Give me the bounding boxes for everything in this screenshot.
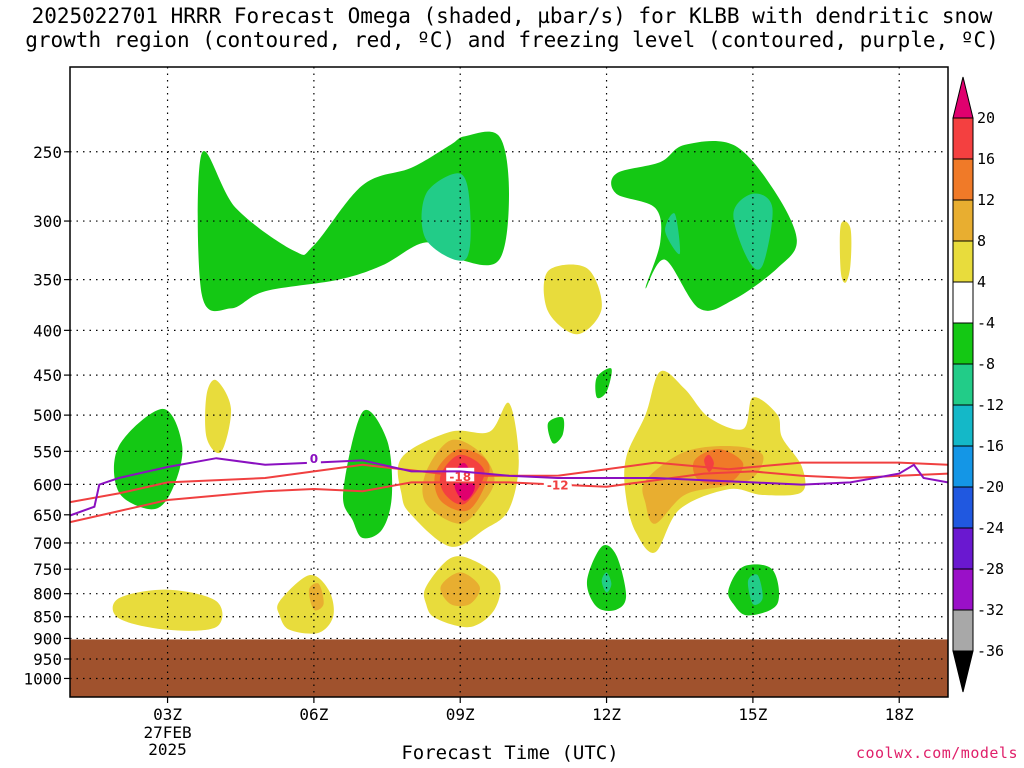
omega-shade-region [197,131,509,312]
omega-shade-region [839,221,852,283]
omega-shade-region [277,575,334,634]
dendritic-contour-line [70,461,948,504]
colorbar-swatch [952,609,974,652]
colorbar-swatch [952,363,974,406]
x-axis-label: Forecast Time (UTC) [401,742,619,764]
colorbar-swatch [952,281,974,324]
omega-shade-region [733,193,773,270]
omega-shade-region [421,173,471,261]
omega-shade-region [543,264,602,335]
gridlines [70,67,948,697]
y-tick-label: 300 [33,212,62,231]
colorbar-swatch [952,158,974,201]
omega-shade-region [440,572,480,607]
colorbar-label: 16 [977,150,995,168]
colorbar-label: 8 [977,232,986,250]
y-tick-label: 250 [33,143,62,162]
omega-shade-region [342,409,393,539]
colorbar-label: 4 [977,273,986,291]
colorbar-label: -32 [977,601,1004,619]
colorbar-label: -20 [977,478,1004,496]
contour-label-bg [306,450,321,466]
omega-shade-region [308,583,324,611]
colorbar-label: -16 [977,437,1004,455]
dendritic-contour-label: -12 [547,479,569,493]
x-tick-label: 06Z [299,705,328,724]
x-tick-label: 09Z [446,705,475,724]
omega-shade-region [611,140,797,311]
omega-shade-region [547,416,565,444]
x-tick-label: 18Z [885,705,914,724]
colorbar-swatch [952,117,974,160]
colorbar-label: 20 [977,109,995,127]
chart-title: 2025022701 HRRR Forecast Omega (shaded, … [25,4,999,52]
y-tick-label: 450 [33,366,62,385]
dendritic-contour-label: -18 [449,470,471,484]
dendritic-contour-line [70,470,948,524]
source-credit: coolwx.com/models [855,744,1018,762]
colorbar-swatch [952,322,974,365]
plot-frame [69,66,949,698]
freezing-level-line [70,457,948,517]
y-tick-label: 500 [33,406,62,425]
colorbar-cap-top [952,76,974,119]
y-tick-label: 350 [33,271,62,290]
omega-shading [112,131,852,634]
x-tick-label: 15Z [738,705,767,724]
y-tick-label: 800 [33,585,62,604]
freezing-level-label: 0 [310,452,318,466]
x-tick-label: 12Z [592,705,621,724]
colorbar-label: -12 [977,396,1004,414]
colorbar-label: -4 [977,314,995,332]
omega-shade-region [112,589,223,631]
y-tick-label: 750 [33,560,62,579]
colorbar-swatch [952,199,974,242]
colorbar-cap-bottom [952,650,974,693]
x-tick-sublabel: 27FEB [143,723,191,742]
colorbar-swatch [952,486,974,529]
colorbar-swatch [952,445,974,488]
y-tick-label: 400 [33,321,62,340]
y-tick-label: 700 [33,534,62,553]
omega-colorbar: 20 16 12 8 4 -4 -8 -12 -16 -20 -24 -28 -32 -36 [952,76,1004,693]
x-tick-label: 03Z [153,705,182,724]
colorbar-label: -24 [977,519,1004,537]
colorbar-swatch [952,404,974,447]
colorbar-label: -36 [977,642,1004,660]
x-tick-sublabel: 2025 [148,740,187,759]
colorbar-swatch [952,568,974,611]
omega-shade-region [665,213,681,255]
terrain-surface [70,639,948,697]
y-tick-label: 550 [33,442,62,461]
y-tick-label: 650 [33,506,62,525]
colorbar-swatch [952,527,974,570]
colorbar-label: -8 [977,355,995,373]
contour-label-bg [543,476,572,492]
omega-shade-region [113,408,183,510]
colorbar-label: -28 [977,560,1004,578]
y-tick-label: 850 [33,608,62,627]
pressure-axis: 250 300 350 400 450 500 550 600 650 700 750 800 850 9… [23,143,70,688]
colorbar-label: 12 [977,191,995,209]
y-tick-label: 900 [33,629,62,648]
omega-shade-region [601,572,612,593]
y-tick-label: 600 [33,475,62,494]
colorbar-swatch [952,240,974,283]
omega-shade-region [747,574,763,605]
omega-shade-region [205,379,232,454]
y-tick-label: 1000 [23,669,62,688]
temperature-contours: -18 -12 0 [70,450,948,524]
omega-shade-region [595,368,612,399]
y-tick-label: 950 [33,650,62,669]
